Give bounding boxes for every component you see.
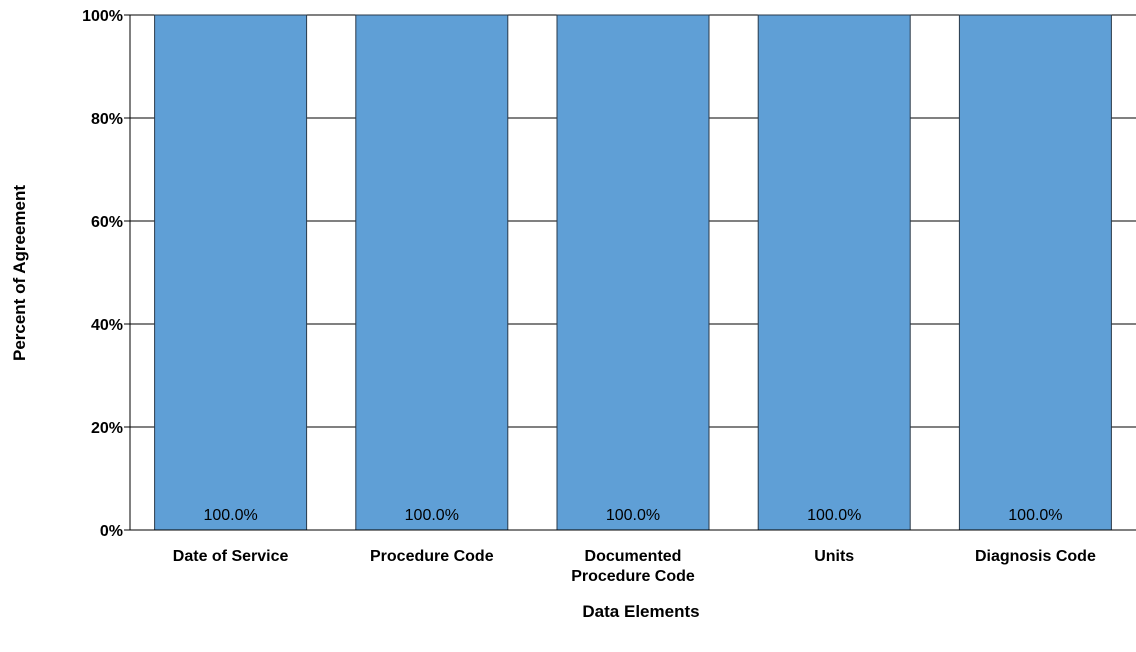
bar [757, 14, 911, 531]
x-tick-label: Date of Service [173, 548, 289, 565]
y-axis-ticks: 0% 20% 40% 60% 80% 100% [82, 8, 130, 540]
bar-value-label: 100.0% [1008, 507, 1062, 524]
bar [958, 14, 1112, 531]
x-tick-label: Procedure Code [370, 548, 494, 565]
axes [124, 15, 1136, 531]
y-tick-label: 60% [91, 214, 123, 231]
bar-value-label: 100.0% [807, 507, 861, 524]
x-axis-ticks: Date of Service Procedure Code Documented P… [173, 548, 1096, 585]
x-tick-label: Diagnosis Code [975, 548, 1096, 565]
x-axis-title: Data Elements [582, 602, 699, 621]
bar-value-labels: 100.0% 100.0% 100.0% 100.0% 100.0% [203, 507, 1062, 524]
bar [556, 14, 710, 531]
y-axis-title: Percent of Agreement [10, 185, 29, 361]
bar-value-label: 100.0% [405, 507, 459, 524]
x-tick-label: Units [814, 548, 854, 565]
bar-value-label: 100.0% [203, 507, 257, 524]
y-tick-label: 80% [91, 111, 123, 128]
x-tick-label: Documented Procedure Code [571, 548, 695, 585]
y-tick-label: 40% [91, 317, 123, 334]
bar-value-label: 100.0% [606, 507, 660, 524]
bars [154, 14, 1112, 531]
y-tick-label: 0% [100, 523, 123, 540]
bar [355, 14, 509, 531]
y-tick-label: 100% [82, 8, 123, 25]
bar [154, 14, 308, 531]
y-tick-label: 20% [91, 420, 123, 437]
